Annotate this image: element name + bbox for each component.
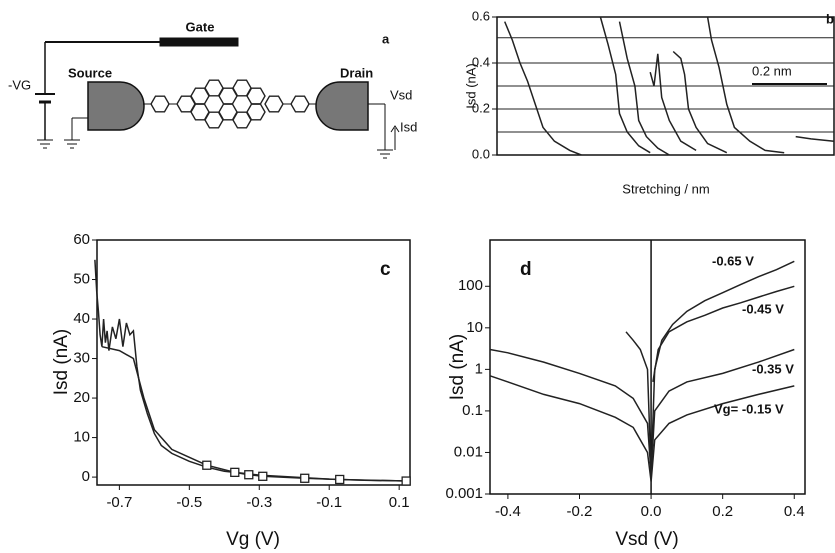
y-tick-label: 1: [475, 360, 483, 377]
data-marker: [244, 470, 254, 480]
x-tick-label: -0.5: [176, 494, 202, 511]
y-tick-label: 0.2: [472, 100, 490, 115]
source-electrode: [87, 81, 145, 131]
series-label: -0.35 V: [752, 361, 794, 376]
x-tick-label: -0.3: [246, 494, 272, 511]
ground: [377, 149, 393, 159]
source-label: Source: [68, 65, 112, 80]
y-axis-label: Isd (nA): [463, 63, 478, 109]
x-tick-label: 0.1: [389, 494, 410, 511]
series-label: Vg= -0.15 V: [714, 401, 784, 416]
gate-label: Gate: [186, 19, 215, 34]
y-axis-label: Isd (nA): [51, 329, 72, 396]
data-marker: [300, 473, 310, 483]
data-line: [618, 21, 670, 156]
y-tick-label: 40: [73, 310, 90, 327]
x-tick-label: -0.2: [567, 503, 593, 520]
y-tick-label: 0.6: [472, 8, 490, 23]
data-marker: [258, 471, 268, 481]
x-tick-label: -0.1: [316, 494, 342, 511]
data-line: [795, 135, 835, 142]
ring: [246, 87, 266, 105]
phenyl-ring: [150, 95, 170, 113]
panel-label: a: [382, 31, 390, 46]
plot-frame: [96, 239, 411, 486]
y-tick-label: 100: [458, 277, 483, 294]
y-tick-label: 50: [73, 270, 90, 287]
data-line: [649, 53, 697, 152]
data-marker: [401, 476, 411, 486]
y-tick-label: 10: [466, 319, 483, 336]
data-line: [652, 285, 795, 383]
imide-ring: [264, 95, 284, 113]
y-tick-label: 0.01: [454, 443, 483, 460]
x-tick-label: -0.7: [106, 494, 132, 511]
y-tick-label: 0: [82, 468, 90, 485]
y-tick-label: 30: [73, 350, 90, 367]
gate-electrode: [159, 37, 239, 47]
scale-bar-label: 0.2 nm: [752, 63, 792, 78]
data-line: [94, 259, 410, 482]
y-tick-label: 60: [73, 231, 90, 248]
data-line: [489, 348, 795, 475]
ring: [246, 103, 266, 121]
data-line: [599, 16, 651, 154]
y-tick-label: 0.001: [445, 485, 483, 502]
x-axis-label: Vsd (V): [615, 529, 678, 550]
x-tick-label: 0.4: [784, 503, 805, 520]
panel-label: c: [380, 259, 391, 280]
panel-label: b: [826, 11, 834, 26]
x-tick-label: -0.4: [495, 503, 521, 520]
data-line: [504, 21, 582, 156]
panel-label: d: [520, 259, 532, 280]
data-line: [706, 16, 785, 154]
x-tick-label: 0.0: [641, 503, 662, 520]
x-axis-label: Stretching / nm: [622, 181, 709, 196]
phenyl-ring: [290, 95, 310, 113]
current-arrow: [390, 125, 400, 133]
vsd-label: Vsd: [390, 87, 412, 102]
data-line: [101, 345, 208, 466]
y-tick-label: 0.4: [472, 54, 490, 69]
panel-a: [35, 37, 400, 159]
data-marker: [202, 460, 212, 470]
y-tick-label: 0.0: [472, 146, 490, 161]
ground: [64, 139, 80, 149]
drain-electrode: [315, 81, 369, 131]
vg-label: -VG: [8, 77, 31, 92]
series-label: -0.45 V: [742, 301, 784, 316]
y-axis-label: Isd (nA): [447, 334, 468, 401]
series-label: -0.65 V: [712, 253, 754, 268]
data-line: [672, 50, 728, 154]
isd-label: Isd: [400, 119, 417, 134]
data-marker: [230, 467, 240, 478]
y-tick-label: 0.1: [462, 402, 483, 419]
data-line: [625, 260, 795, 475]
x-tick-label: 0.2: [712, 503, 733, 520]
data-line: [489, 375, 795, 482]
x-axis-label: Vg (V): [226, 529, 280, 550]
y-tick-label: 10: [73, 429, 90, 446]
ground: [37, 139, 53, 149]
drain-label: Drain: [340, 65, 373, 80]
data-marker: [335, 474, 345, 485]
y-tick-label: 20: [73, 389, 90, 406]
plot-frame: [489, 239, 806, 495]
